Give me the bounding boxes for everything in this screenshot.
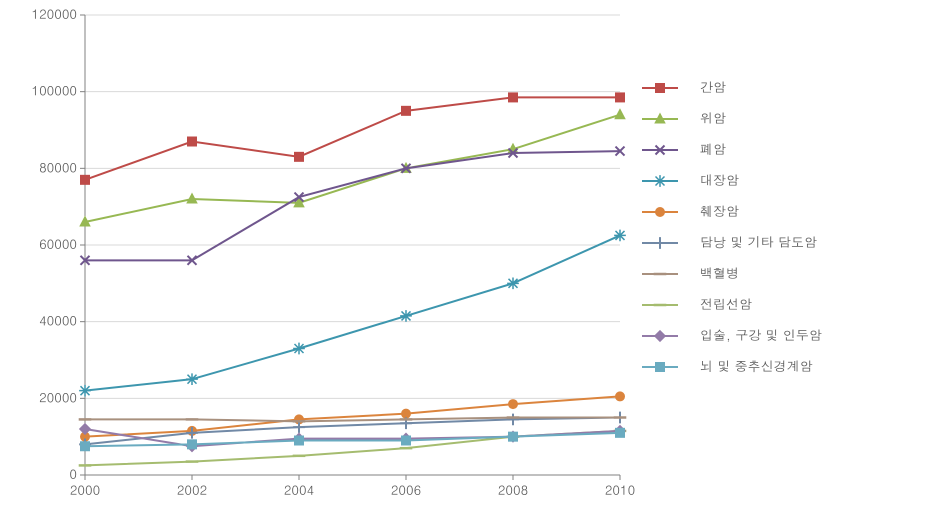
x-tick-label: 2000 [70, 480, 100, 499]
legend-label: 간암 [700, 77, 726, 96]
legend-label: 폐암 [700, 139, 726, 158]
x-tick-label: 2004 [284, 480, 314, 499]
legend-label: 위암 [700, 108, 726, 127]
legend-label: 담낭 및 기타 담도암 [700, 232, 817, 251]
legend-label: 췌장암 [700, 201, 739, 220]
x-tick-label: 2002 [177, 480, 207, 499]
x-tick-label: 2010 [605, 480, 635, 499]
y-tick-label: 80000 [39, 157, 77, 176]
y-tick-label: 60000 [39, 234, 77, 253]
x-tick-label: 2006 [391, 480, 421, 499]
legend-label: 뇌 및 중추신경계암 [700, 356, 813, 375]
line-chart: 0200004000060000800001000001200002000200… [0, 0, 926, 512]
legend-label: 백혈병 [700, 263, 739, 282]
x-tick-label: 2008 [498, 480, 528, 499]
legend-label: 대장암 [700, 170, 739, 189]
y-tick-label: 20000 [39, 387, 77, 406]
y-tick-label: 100000 [32, 81, 77, 100]
y-tick-label: 120000 [32, 4, 77, 23]
y-tick-label: 40000 [39, 311, 77, 330]
legend-label: 전립선암 [700, 294, 752, 313]
legend-label: 입술, 구강 및 인두암 [700, 325, 822, 344]
